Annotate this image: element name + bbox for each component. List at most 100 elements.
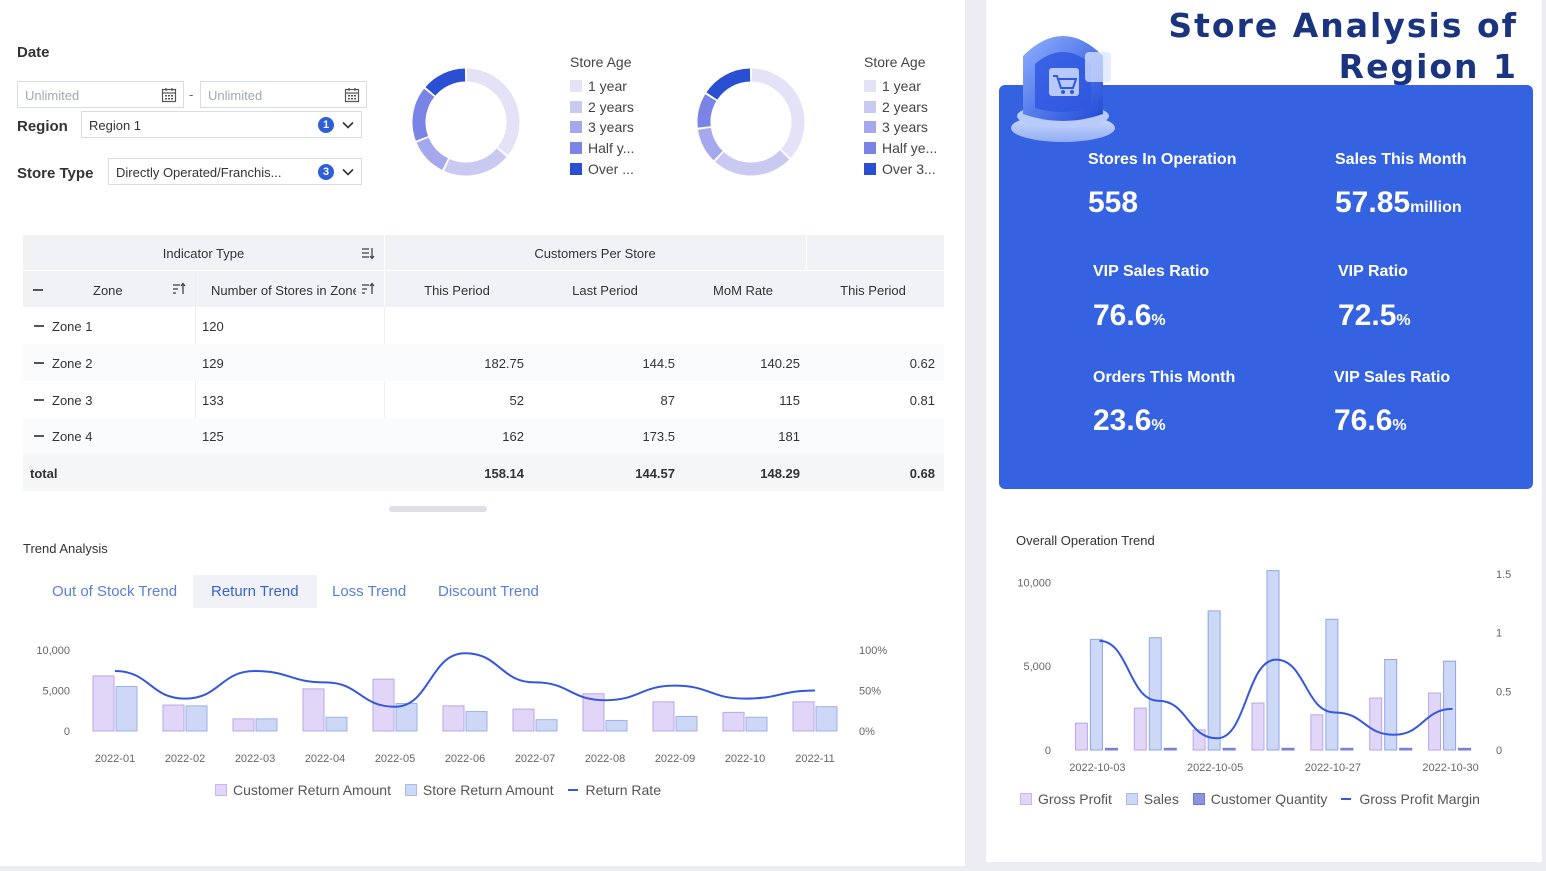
tab-return-trend[interactable]: Return Trend xyxy=(193,575,317,608)
collapse-row-icon[interactable] xyxy=(34,399,44,401)
sort-icon[interactable] xyxy=(361,282,375,296)
store-logo-icon xyxy=(1011,36,1115,142)
x-axis-tick-label: 2022-10-30 xyxy=(1422,762,1478,774)
legend-item[interactable]: Return Rate xyxy=(558,782,661,798)
bar xyxy=(232,718,255,732)
collapse-row-icon[interactable] xyxy=(34,435,44,437)
zone-table: Indicator Type Customers Per Store Zone … xyxy=(23,235,944,491)
store-age-donut-2[interactable] xyxy=(690,61,812,183)
bar xyxy=(162,704,185,732)
bar xyxy=(582,693,605,732)
bar xyxy=(442,705,465,732)
bar xyxy=(255,718,278,732)
date-to-input[interactable]: Unlimited xyxy=(200,81,367,108)
donut-2-legend-item[interactable]: 2 years xyxy=(864,99,928,115)
legend-item[interactable]: Customer Return Amount xyxy=(205,782,391,798)
column-header-zone[interactable]: Zone xyxy=(93,283,123,298)
tab-discount-trend[interactable]: Discount Trend xyxy=(438,583,539,600)
stores-cell: 129 xyxy=(202,356,224,371)
y-axis-right-tick-label: 0 xyxy=(1496,745,1502,757)
bar xyxy=(1089,638,1103,751)
group-header-indicator-type: Indicator Type xyxy=(162,246,245,261)
date-label: Date xyxy=(17,44,50,61)
bar xyxy=(92,675,115,732)
y-axis-tick-label: 10,000 xyxy=(1017,577,1051,589)
collapse-row-icon[interactable] xyxy=(34,362,44,364)
chevron-down-icon[interactable] xyxy=(341,165,355,179)
donut-2-legend-item[interactable]: Over 3... xyxy=(864,161,936,177)
bar xyxy=(1340,747,1354,751)
kpi-value-sales-this-month: 57.85million xyxy=(1335,186,1462,219)
legend-item[interactable]: Store Return Amount xyxy=(395,782,554,798)
total-label: total xyxy=(30,466,58,481)
collapse-all-icon[interactable] xyxy=(33,289,43,291)
legend-item[interactable]: Gross Profit Margin xyxy=(1331,791,1480,807)
donut-segment xyxy=(697,94,717,128)
store-age-donut-1[interactable] xyxy=(405,61,527,183)
column-header-mom-rate[interactable]: MoM Rate xyxy=(713,283,773,298)
x-axis-tick-label: 2022-08 xyxy=(585,753,625,765)
y-axis-right-tick-label: 50% xyxy=(859,686,881,698)
donut-1-legend-item[interactable]: Over ... xyxy=(570,161,634,177)
y-axis-right-tick-label: 1.5 xyxy=(1496,569,1511,581)
x-axis-tick-label: 2022-05 xyxy=(375,753,415,765)
legend-item[interactable]: Customer Quantity xyxy=(1183,791,1327,807)
bar xyxy=(1222,747,1236,751)
table-horizontal-scrollbar[interactable] xyxy=(389,506,487,512)
bar xyxy=(115,685,138,732)
last-period-cell: 173.5 xyxy=(642,429,675,444)
region-select[interactable]: Region 1 xyxy=(81,111,362,138)
sort-icon[interactable] xyxy=(172,282,186,296)
bar xyxy=(395,702,418,732)
kpi-value-orders-this-month: 23.6% xyxy=(1093,404,1166,437)
date-from-input[interactable]: Unlimited xyxy=(17,81,184,108)
legend-item[interactable]: Sales xyxy=(1116,791,1179,807)
x-axis-tick-label: 2022-01 xyxy=(95,753,135,765)
x-axis-tick-label: 2022-03 xyxy=(235,753,275,765)
return-rate-line xyxy=(114,652,816,708)
bar xyxy=(185,705,208,732)
donut-segment xyxy=(706,68,751,100)
bar xyxy=(1163,747,1177,751)
donut-2-legend-item[interactable]: 1 year xyxy=(864,78,921,94)
donut-2-legend-item[interactable]: 3 years xyxy=(864,119,928,135)
overall-operation-legend: Gross Profit Sales Customer Quantity Gro… xyxy=(1010,791,1480,807)
sort-icon[interactable] xyxy=(361,246,375,260)
return-trend-chart[interactable]: 0 5,000 10,000 0% 50% 100% 2022-01 2022-02 2022-… xyxy=(20,635,920,775)
tab-loss-trend[interactable]: Loss Trend xyxy=(332,583,407,600)
total-last-period: 144.57 xyxy=(635,466,675,481)
bar xyxy=(745,716,768,732)
donut-1-legend-item[interactable]: 2 years xyxy=(570,99,634,115)
collapse-row-icon[interactable] xyxy=(34,325,44,327)
overall-operation-trend-chart[interactable]: 0 5,000 10,000 0 0.5 1 1.5 2022-10-03 2022-10-05… xyxy=(1010,560,1530,780)
calendar-icon[interactable] xyxy=(344,87,360,103)
kpi-value-stores-in-operation: 558 xyxy=(1088,186,1139,219)
column-header-last-period[interactable]: Last Period xyxy=(572,283,638,298)
donut-1-legend-item[interactable]: 1 year xyxy=(570,78,627,94)
tab-out-of-stock-trend[interactable]: Out of Stock Trend xyxy=(52,583,178,600)
y-axis-tick-label: 5,000 xyxy=(1023,661,1051,673)
donut-2-legend-item[interactable]: Half ye... xyxy=(864,140,937,156)
donut-1-legend-item[interactable]: 3 years xyxy=(570,119,634,135)
last-period-cell: 87 xyxy=(660,393,675,408)
column-header-this-period[interactable]: This Period xyxy=(424,283,490,298)
column-header-number-of-stores[interactable]: Number of Stores in Zone xyxy=(211,283,356,298)
bar xyxy=(792,701,815,732)
zone-cell: Zone 1 xyxy=(52,319,93,334)
donut-segment xyxy=(416,137,449,170)
page-title-line-1: Store Analysis of xyxy=(1168,6,1518,45)
x-axis-tick-label: 2022-07 xyxy=(515,753,555,765)
kpi-label: VIP Sales Ratio xyxy=(1334,369,1451,386)
y-axis-tick-label: 0 xyxy=(1045,745,1051,757)
calendar-icon[interactable] xyxy=(161,87,177,103)
chevron-down-icon[interactable] xyxy=(341,118,355,132)
y-axis-right-tick-label: 0% xyxy=(859,726,875,738)
kpi-value-vip-sales-ratio: 76.6% xyxy=(1093,299,1166,332)
legend-item[interactable]: Gross Profit xyxy=(1010,791,1112,807)
donut-1-legend-item[interactable]: Half y... xyxy=(570,140,634,156)
x-axis-tick-label: 2022-10-05 xyxy=(1187,762,1243,774)
bar xyxy=(1281,747,1295,751)
column-header-this-period-2[interactable]: This Period xyxy=(840,283,906,298)
donut-segment xyxy=(444,148,507,176)
bar xyxy=(605,719,628,732)
